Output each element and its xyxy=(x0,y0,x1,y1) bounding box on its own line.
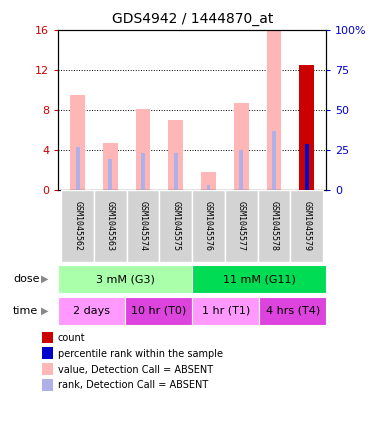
Text: GSM1045577: GSM1045577 xyxy=(237,201,246,251)
Bar xyxy=(290,190,323,262)
Bar xyxy=(127,190,159,262)
Bar xyxy=(299,65,314,190)
Text: GSM1045576: GSM1045576 xyxy=(204,201,213,251)
Bar xyxy=(192,265,326,294)
Bar xyxy=(267,30,281,190)
Text: percentile rank within the sample: percentile rank within the sample xyxy=(58,349,223,359)
Text: count: count xyxy=(58,333,86,343)
Text: ▶: ▶ xyxy=(41,306,49,316)
Text: dose: dose xyxy=(13,274,40,284)
Bar xyxy=(272,131,276,190)
Text: time: time xyxy=(13,306,38,316)
Text: 2 days: 2 days xyxy=(73,306,110,316)
Text: ▶: ▶ xyxy=(41,274,49,284)
Bar xyxy=(42,363,53,375)
Bar xyxy=(42,379,53,390)
Text: 11 mM (G11): 11 mM (G11) xyxy=(223,274,296,284)
Bar xyxy=(136,109,150,190)
Bar xyxy=(108,159,112,190)
Bar xyxy=(94,190,127,262)
Text: rank, Detection Call = ABSENT: rank, Detection Call = ABSENT xyxy=(58,380,208,390)
Bar xyxy=(42,347,53,359)
Bar xyxy=(70,95,85,190)
Text: value, Detection Call = ABSENT: value, Detection Call = ABSENT xyxy=(58,365,213,375)
Bar xyxy=(207,185,210,190)
Bar xyxy=(141,153,145,190)
Bar xyxy=(125,297,192,325)
Bar xyxy=(62,190,94,262)
Bar xyxy=(234,103,249,190)
Bar xyxy=(259,297,326,325)
Bar xyxy=(201,172,216,190)
Bar xyxy=(174,153,178,190)
Bar xyxy=(192,297,259,325)
Text: GSM1045575: GSM1045575 xyxy=(171,201,180,251)
Bar xyxy=(76,147,80,190)
Text: GSM1045578: GSM1045578 xyxy=(269,201,278,251)
Text: 1 hr (T1): 1 hr (T1) xyxy=(202,306,250,316)
Bar xyxy=(304,144,309,190)
Bar xyxy=(42,332,53,343)
Text: GSM1045574: GSM1045574 xyxy=(139,201,148,251)
Bar xyxy=(103,143,118,190)
Text: 3 mM (G3): 3 mM (G3) xyxy=(96,274,154,284)
Bar xyxy=(58,297,125,325)
Text: GSM1045562: GSM1045562 xyxy=(73,201,82,251)
Text: GSM1045563: GSM1045563 xyxy=(106,201,115,251)
Title: GDS4942 / 1444870_at: GDS4942 / 1444870_at xyxy=(111,12,273,26)
Text: 10 hr (T0): 10 hr (T0) xyxy=(131,306,186,316)
Bar xyxy=(225,190,258,262)
Bar xyxy=(159,190,192,262)
Bar xyxy=(58,265,192,294)
Bar xyxy=(258,190,290,262)
Text: GSM1045579: GSM1045579 xyxy=(302,201,311,251)
Bar xyxy=(192,190,225,262)
Text: 4 hrs (T4): 4 hrs (T4) xyxy=(266,306,320,316)
Bar xyxy=(168,120,183,190)
Bar xyxy=(239,150,243,190)
